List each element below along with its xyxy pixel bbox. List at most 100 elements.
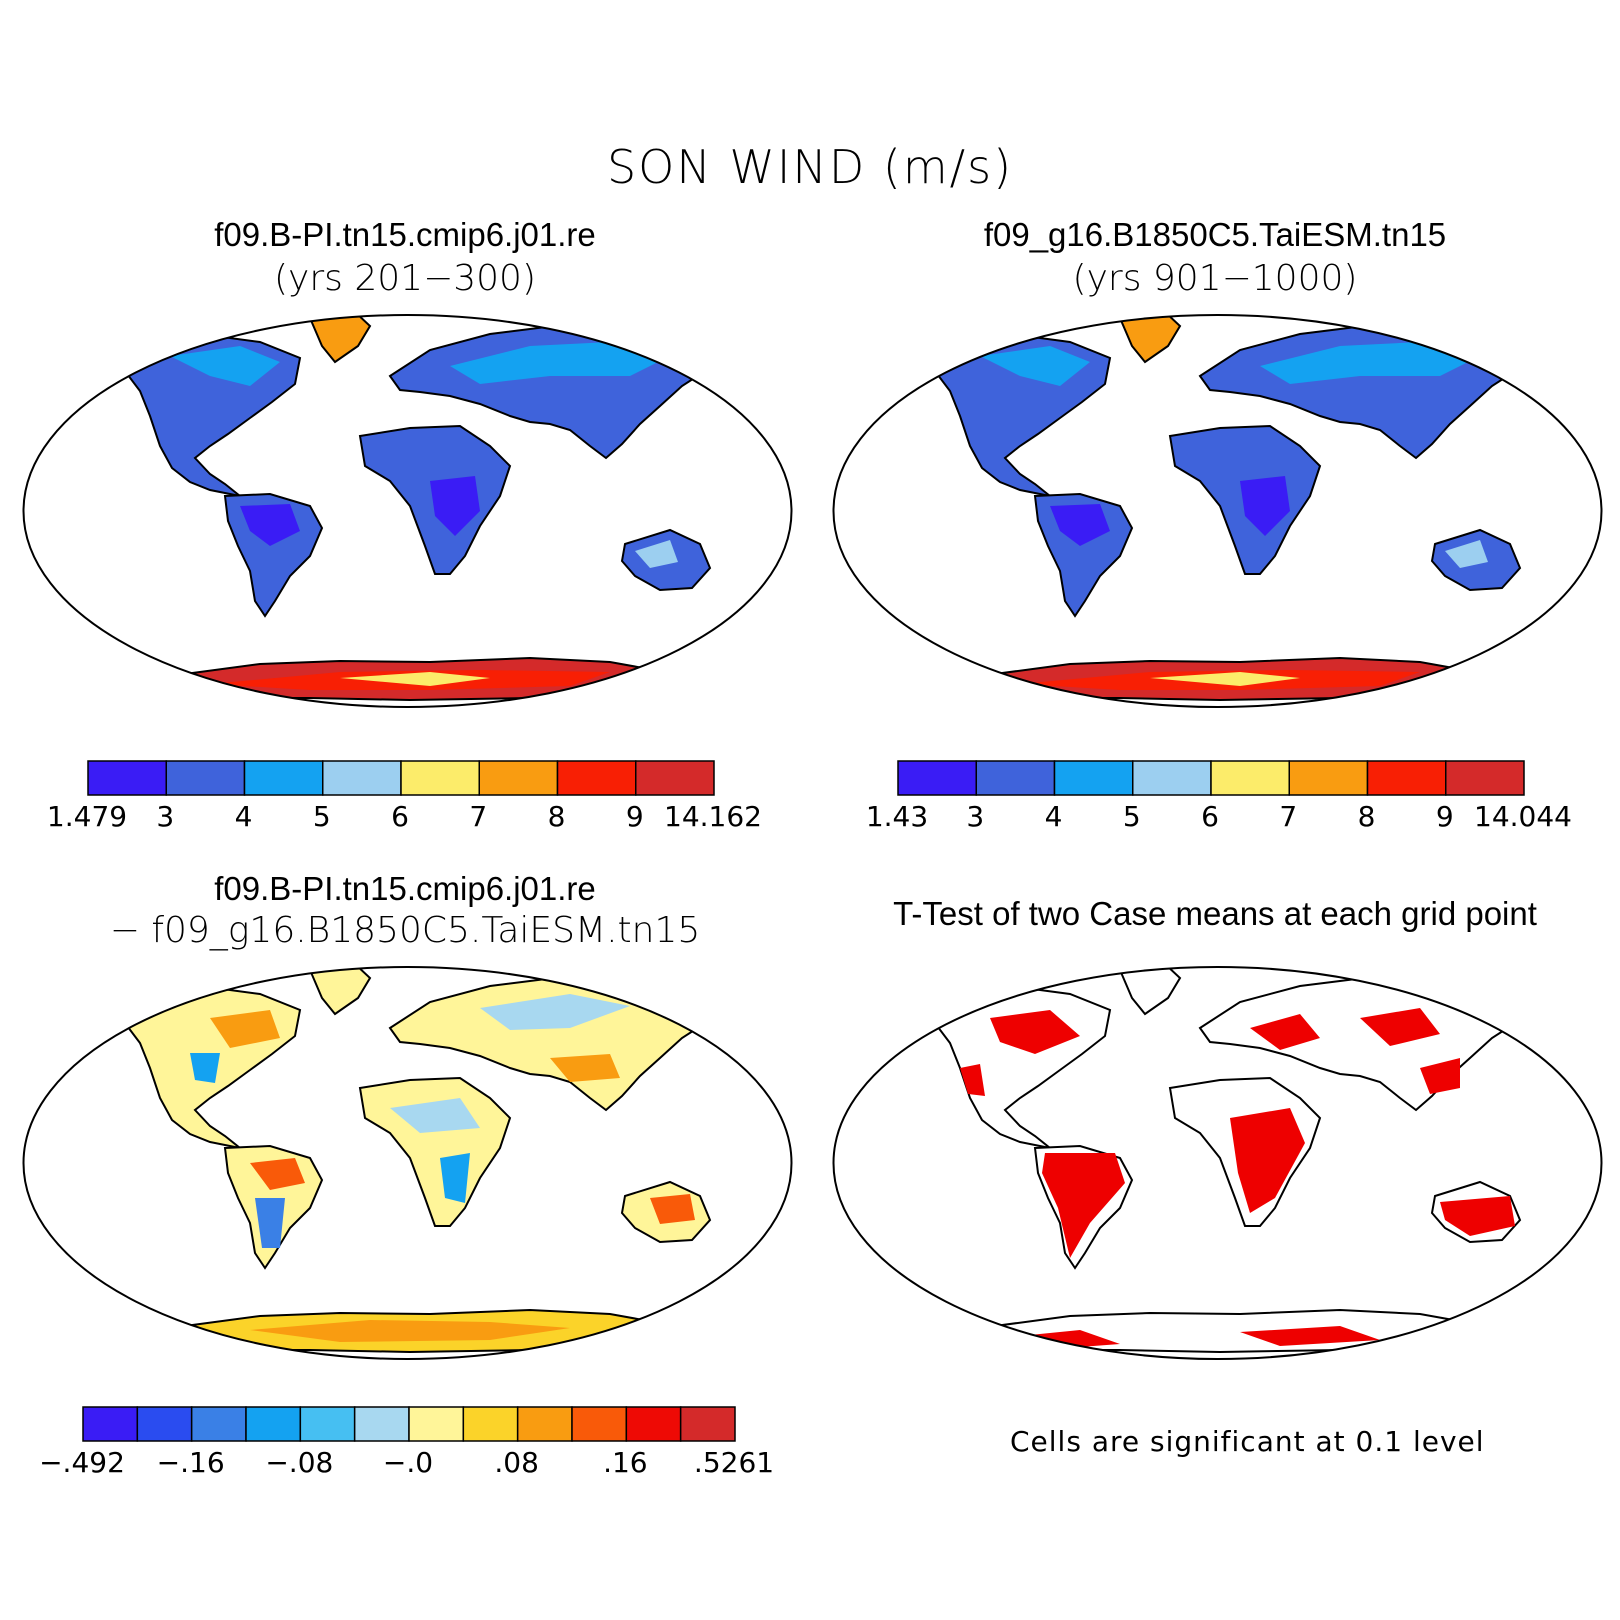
panel-2-title: f09_g16.B1850C5.TaiESM.tn15 — [983, 216, 1447, 253]
map-case1 — [22, 314, 793, 708]
contour-fill — [250, 1158, 305, 1190]
contour-fill — [250, 1320, 570, 1342]
colorbar-tick-label: 7 — [469, 800, 488, 833]
continent-africa — [358, 1076, 512, 1227]
significant-cells — [1360, 1008, 1440, 1046]
colorbar-swatch — [245, 1406, 302, 1442]
contour-fill — [1240, 476, 1290, 536]
map-ttest — [832, 966, 1603, 1360]
colorbar-tick-label: 5 — [312, 800, 331, 833]
colorbar-tick-label: −.0 — [382, 1446, 434, 1479]
contour-fill — [440, 1153, 470, 1203]
significant-cells — [1420, 1058, 1460, 1094]
panel-3-title: f09.B-PI.tn15.cmip6.j01.re — [214, 870, 596, 907]
colorbar-difference — [82, 1406, 736, 1442]
contour-fill — [1050, 504, 1110, 546]
colorbar-swatch — [136, 1406, 193, 1442]
colorbar-swatch — [1210, 760, 1290, 796]
continent-greenland — [308, 315, 372, 364]
colorbar-tick-label: 4 — [234, 800, 253, 833]
panel-4-title: T-Test of two Case means at each grid po… — [893, 895, 1537, 932]
colorbar-tick-label: −.16 — [156, 1446, 225, 1479]
panel-3-subtitle: − f09_g16.B1850C5.TaiESM.tn15 — [109, 910, 701, 951]
colorbar-swatch — [516, 1406, 573, 1442]
significant-cells — [1042, 1153, 1125, 1258]
colorbar-case1 — [87, 760, 715, 796]
colorbar-swatch — [975, 760, 1056, 796]
contour-fill — [980, 346, 1090, 386]
contour-fill — [340, 672, 490, 686]
colorbar-tick-label: .08 — [494, 1446, 539, 1479]
colorbar-tick-label: 9 — [625, 800, 644, 833]
panel-2-subtitle: (yrs 901−1000) — [1072, 258, 1358, 299]
contour-fill — [1260, 342, 1480, 384]
contour-fill — [635, 540, 678, 568]
contour-fill — [255, 1198, 285, 1248]
colorbar-swatch — [897, 760, 977, 796]
colorbar-tick-label: 6 — [1201, 800, 1219, 833]
colorbar-swatch — [556, 760, 637, 796]
colorbar-tick-label: −.08 — [265, 1446, 334, 1479]
colorbar-swatch — [353, 1406, 410, 1442]
continent-greenland — [1118, 967, 1182, 1016]
map-boundary — [832, 314, 1603, 708]
colorbar-tick-label: 1.479 — [46, 800, 128, 833]
colorbar-tick-label: 4 — [1044, 800, 1063, 833]
colorbar-swatch — [87, 760, 167, 796]
colorbar-tick-label: 8 — [1357, 800, 1376, 833]
colorbar-swatch — [82, 1406, 139, 1442]
colorbar-swatch — [400, 760, 480, 796]
colorbar-swatch — [679, 1406, 736, 1442]
colorbar-swatch — [1366, 760, 1447, 796]
colorbar-swatch — [190, 1406, 247, 1442]
map-boundary — [832, 966, 1603, 1360]
contour-fill — [650, 1194, 695, 1224]
contour-fill — [480, 994, 630, 1030]
colorbar-swatch — [299, 1406, 356, 1442]
map-boundary — [22, 314, 793, 708]
panel-1-subtitle: (yrs 201−300) — [274, 258, 536, 299]
contour-fill — [210, 1010, 280, 1048]
contour-fill — [550, 1054, 620, 1082]
colorbar-tick-label: 14.162 — [664, 800, 762, 833]
colorbar-swatch — [635, 760, 715, 796]
colorbar-swatch — [243, 760, 324, 796]
colorbar-tick-label: 7 — [1279, 800, 1298, 833]
significant-cells — [1240, 1326, 1380, 1346]
colorbar-tick-label: 5 — [1122, 800, 1141, 833]
colorbar-swatch — [1288, 760, 1369, 796]
contour-fill — [430, 476, 480, 536]
colorbar-case2 — [897, 760, 1525, 796]
colorbar-tick-label: .5261 — [693, 1446, 775, 1479]
colorbar-swatch — [1132, 760, 1212, 796]
colorbar-tick-label: 6 — [391, 800, 409, 833]
contour-fill — [170, 346, 280, 386]
figure-title: SON WIND (m/s) — [606, 140, 1014, 194]
colorbar-tick-label: 8 — [547, 800, 566, 833]
colorbar-swatch — [462, 1406, 519, 1442]
contour-fill — [450, 342, 670, 384]
colorbar-tick-label: 1.43 — [865, 800, 929, 833]
contour-fill — [190, 1053, 220, 1083]
map-boundary — [22, 966, 793, 1360]
colorbar-swatch — [625, 1406, 682, 1442]
significant-cells — [1250, 1014, 1320, 1050]
map-case2 — [832, 314, 1603, 708]
contour-fill — [1150, 672, 1300, 686]
colorbar-swatch — [478, 760, 559, 796]
contour-fill — [240, 504, 300, 546]
colorbar-tick-label: 3 — [966, 800, 985, 833]
colorbar-swatch — [165, 760, 246, 796]
colorbar-swatch — [1053, 760, 1134, 796]
colorbar-swatch — [571, 1406, 628, 1442]
colorbar-swatch — [1445, 760, 1525, 796]
continent-greenland — [1118, 315, 1182, 364]
colorbar-tick-label: .16 — [603, 1446, 648, 1479]
significance-note: Cells are significant at 0.1 level — [1010, 1425, 1485, 1458]
contour-fill — [1445, 540, 1488, 568]
continent-greenland — [308, 967, 372, 1016]
colorbar-tick-label: 9 — [1435, 800, 1454, 833]
significant-cells — [960, 1064, 985, 1096]
panel-1-title: f09.B-PI.tn15.cmip6.j01.re — [214, 216, 596, 253]
colorbar-swatch — [322, 760, 402, 796]
